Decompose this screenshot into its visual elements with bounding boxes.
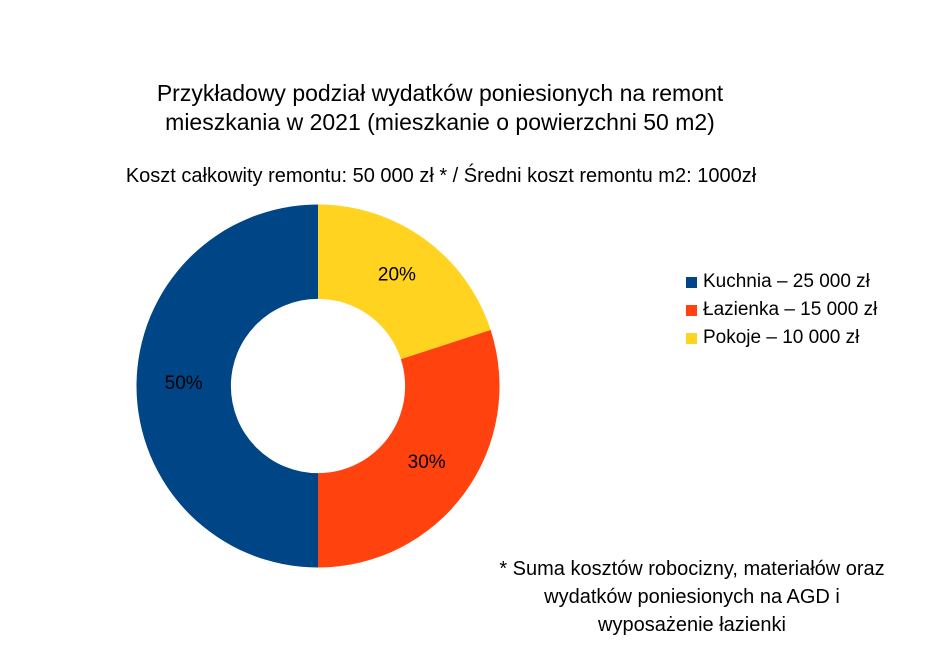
chart-legend: Kuchnia – 25 000 zł Łazienka – 15 000 zł… — [686, 272, 877, 348]
footnote-line1: * Suma kosztów robocizny, materiałów ora… — [499, 558, 885, 580]
donut-slice-lazienka — [318, 329, 500, 568]
chart-title-line2: mieszkania w 2021 (mieszkanie o powierzc… — [165, 109, 715, 135]
legend-swatch-lazienka — [686, 304, 697, 316]
donut-slice-kuchnia — [136, 204, 318, 568]
chart-title: Przykładowy podział wydatków poniesionyc… — [0, 79, 880, 137]
chart-footnote: * Suma kosztów robocizny, materiałów ora… — [482, 555, 902, 639]
legend-label-pokoje: Pokoje – 10 000 zł — [703, 327, 860, 348]
legend-item-pokoje: Pokoje – 10 000 zł — [686, 328, 877, 348]
footnote-line3: wyposażenie łazienki — [598, 614, 786, 636]
donut-chart: 50% 30% 20% — [136, 204, 500, 568]
footnote-line2: wydatków poniesionych na AGD i — [544, 586, 840, 608]
donut-slice-pokoje — [318, 204, 491, 360]
legend-item-lazienka: Łazienka – 15 000 zł — [686, 300, 877, 320]
legend-label-kuchnia: Kuchnia – 25 000 zł — [703, 271, 870, 292]
legend-swatch-pokoje — [686, 332, 697, 344]
chart-subtitle: Koszt całkowity remontu: 50 000 zł * / Ś… — [125, 165, 757, 187]
slice-percent-label-lazienka: 30% — [408, 452, 446, 473]
slice-percent-label-pokoje: 20% — [378, 264, 416, 285]
slice-percent-label-kuchnia: 50% — [165, 373, 203, 394]
legend-label-lazienka: Łazienka – 15 000 zł — [703, 299, 878, 320]
legend-item-kuchnia: Kuchnia – 25 000 zł — [686, 272, 877, 292]
chart-title-line1: Przykładowy podział wydatków poniesionyc… — [156, 80, 724, 106]
legend-swatch-kuchnia — [686, 276, 697, 288]
